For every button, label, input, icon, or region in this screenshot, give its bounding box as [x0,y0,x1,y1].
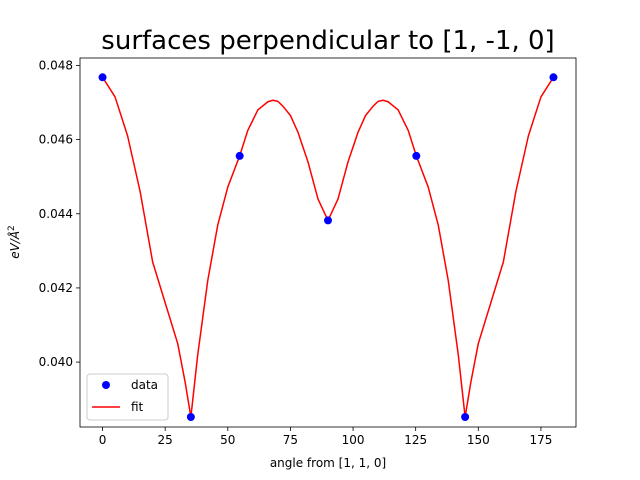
data-point [549,73,558,82]
y-tick-label: 0.046 [39,133,73,147]
data-point [98,73,107,82]
data-point [324,216,332,225]
data-point [235,151,244,160]
x-tick-label: 50 [220,433,235,447]
legend-label: fit [131,400,144,414]
x-axis-label: angle from [1, 1, 0] [270,456,386,470]
y-tick-label: 0.042 [39,281,73,295]
x-tick-label: 75 [283,433,298,447]
x-tick-label: 0 [99,433,107,447]
y-axis-label-superscript: 2 [7,225,17,231]
legend-marker-data [102,381,110,389]
data-point [186,412,195,421]
x-tick-label: 125 [404,433,427,447]
y-axis-label: eV/Å2 [7,225,22,259]
legend-label: data [131,378,158,392]
data-point [461,412,470,421]
chart-title: surfaces perpendicular to [1, -1, 0] [101,26,554,56]
x-tick-label: 175 [529,433,552,447]
y-tick-label: 0.048 [39,58,73,72]
plot-frame [79,57,577,428]
x-tick-label: 150 [467,433,490,447]
y-axis-label-base: eV/Å [7,231,22,259]
x-tick-label: 100 [342,433,365,447]
plot-area: 0 25 50 75 100 125 150 175 0.040 0.042 0.044 0.046 0… [39,57,577,447]
data-point [412,151,421,160]
x-tick-label: 25 [158,433,173,447]
y-tick-label: 0.040 [39,355,73,369]
legend: data fit [86,373,169,421]
y-tick-label: 0.044 [39,207,73,221]
